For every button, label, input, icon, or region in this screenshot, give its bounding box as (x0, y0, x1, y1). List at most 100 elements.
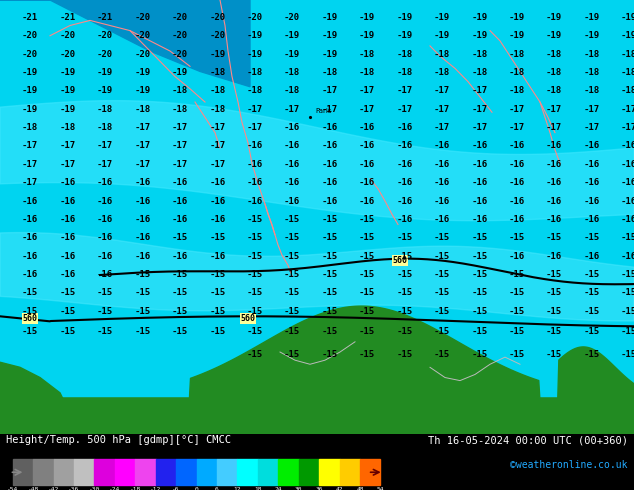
Text: -15: -15 (247, 349, 263, 359)
Text: -16: -16 (434, 160, 450, 169)
Text: -15: -15 (397, 349, 413, 359)
Text: -16: -16 (97, 251, 113, 261)
Text: -15: -15 (247, 288, 263, 297)
Text: -19: -19 (472, 31, 488, 40)
Text: -16: -16 (60, 251, 76, 261)
Text: -15: -15 (247, 327, 263, 336)
Text: -16: -16 (584, 251, 600, 261)
Text: -17: -17 (210, 160, 226, 169)
Text: -16: -16 (621, 178, 634, 187)
Text: -17: -17 (397, 105, 413, 114)
Text: -42: -42 (48, 487, 59, 490)
Text: -16: -16 (22, 270, 38, 279)
Text: -15: -15 (97, 307, 113, 316)
Text: 48: 48 (356, 487, 364, 490)
Bar (13, 459, 33, 486)
Text: -19: -19 (434, 13, 450, 22)
Text: -16: -16 (97, 178, 113, 187)
Text: -19: -19 (472, 13, 488, 22)
Bar (197, 459, 217, 486)
Text: -17: -17 (60, 142, 76, 150)
Text: -16: -16 (247, 160, 263, 169)
Text: -18: -18 (97, 123, 113, 132)
Text: 6: 6 (215, 487, 219, 490)
Text: -20: -20 (97, 49, 113, 59)
Text: -15: -15 (135, 307, 151, 316)
Text: -16: -16 (621, 160, 634, 169)
Text: -18: -18 (546, 49, 562, 59)
Text: -15: -15 (397, 233, 413, 242)
Text: -16: -16 (472, 160, 488, 169)
Text: -15: -15 (210, 288, 226, 297)
Text: -15: -15 (584, 349, 600, 359)
Text: -16: -16 (584, 142, 600, 150)
Text: -16: -16 (284, 196, 300, 205)
Text: -16: -16 (359, 196, 375, 205)
Text: -15: -15 (247, 270, 263, 279)
Text: -19: -19 (247, 49, 263, 59)
Text: -15: -15 (472, 349, 488, 359)
Text: -18: -18 (247, 68, 263, 77)
Text: -15: -15 (584, 233, 600, 242)
Text: -16: -16 (397, 160, 413, 169)
Text: -15: -15 (172, 233, 188, 242)
Text: -20: -20 (247, 13, 263, 22)
Text: -15: -15 (359, 270, 375, 279)
Text: -17: -17 (322, 86, 338, 96)
Text: -19: -19 (509, 31, 525, 40)
Bar (176, 459, 197, 486)
Text: -15: -15 (22, 288, 38, 297)
Text: -17: -17 (210, 123, 226, 132)
Text: -15: -15 (172, 270, 188, 279)
Bar (237, 459, 258, 486)
Text: -16: -16 (472, 196, 488, 205)
Text: -18: -18 (247, 86, 263, 96)
Text: -15: -15 (322, 288, 338, 297)
Text: -16: -16 (509, 142, 525, 150)
Text: -15: -15 (359, 307, 375, 316)
Text: -15: -15 (284, 288, 300, 297)
Text: -15: -15 (359, 233, 375, 242)
Text: -16: -16 (397, 178, 413, 187)
Text: -18: -18 (60, 123, 76, 132)
Text: -19: -19 (509, 13, 525, 22)
Text: -15: -15 (322, 233, 338, 242)
Text: -17: -17 (621, 105, 634, 114)
Text: -18: -18 (584, 68, 600, 77)
Text: -15: -15 (359, 288, 375, 297)
Text: -18: -18 (135, 105, 151, 114)
Text: -17: -17 (584, 105, 600, 114)
Polygon shape (0, 362, 80, 434)
Text: -17: -17 (322, 105, 338, 114)
Text: -16: -16 (97, 196, 113, 205)
Text: -15: -15 (621, 233, 634, 242)
Text: -17: -17 (584, 123, 600, 132)
Text: -15: -15 (322, 307, 338, 316)
Text: -17: -17 (546, 123, 562, 132)
Text: -6: -6 (172, 487, 180, 490)
Text: -16: -16 (546, 160, 562, 169)
Text: -16: -16 (397, 196, 413, 205)
Text: -15: -15 (397, 251, 413, 261)
Text: -24: -24 (109, 487, 120, 490)
Text: -21: -21 (22, 13, 38, 22)
Text: -20: -20 (97, 31, 113, 40)
Text: -17: -17 (172, 160, 188, 169)
Text: -17: -17 (22, 160, 38, 169)
Text: 0: 0 (195, 487, 198, 490)
Text: -15: -15 (284, 215, 300, 224)
Text: -15: -15 (397, 307, 413, 316)
Text: -20: -20 (172, 49, 188, 59)
Text: -17: -17 (97, 142, 113, 150)
Text: -18: -18 (509, 86, 525, 96)
Text: -16: -16 (22, 215, 38, 224)
Text: -15: -15 (284, 251, 300, 261)
Text: -17: -17 (546, 105, 562, 114)
Text: -15: -15 (434, 233, 450, 242)
Text: -15: -15 (509, 349, 525, 359)
Text: -16: -16 (210, 251, 226, 261)
Text: -18: -18 (22, 123, 38, 132)
Text: -17: -17 (621, 123, 634, 132)
Text: -19: -19 (247, 31, 263, 40)
Text: -16: -16 (247, 196, 263, 205)
